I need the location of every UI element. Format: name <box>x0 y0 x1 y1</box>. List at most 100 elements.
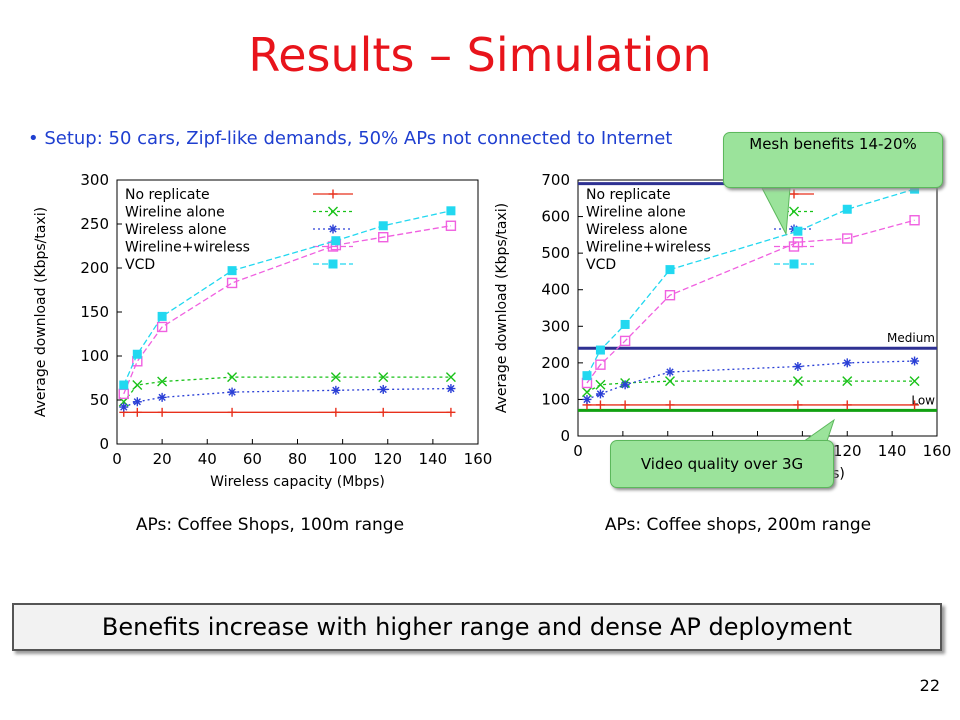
marker-shape <box>227 266 237 276</box>
data-point <box>664 376 675 387</box>
data-point <box>910 356 920 366</box>
marker-stroke <box>445 372 456 383</box>
page-number: 22 <box>919 676 940 695</box>
y-tick-label: 100 <box>80 347 109 365</box>
y-tick-label: 0 <box>99 435 109 453</box>
legend-label: Wireline+wireless <box>586 240 711 256</box>
marker-stroke <box>329 225 337 233</box>
marker-stroke <box>596 390 605 398</box>
data-point <box>132 349 142 359</box>
y-axis-label: Average download (Kbps/taxi) <box>494 203 510 413</box>
data-point <box>910 184 920 194</box>
caption: APs: Coffee Shops, 100m range <box>135 515 405 535</box>
y-tick-label: 700 <box>541 171 570 189</box>
marker-stroke <box>330 372 341 383</box>
marker-shape <box>226 277 238 289</box>
marker-stroke <box>328 206 338 217</box>
data-point <box>119 380 129 390</box>
marker-shape <box>378 221 388 231</box>
data-point <box>446 407 456 417</box>
x-tick-label: 120 <box>833 442 862 460</box>
data-point <box>595 379 606 390</box>
y-tick-label: 250 <box>80 215 109 233</box>
marker-stroke <box>379 385 387 394</box>
data-point <box>842 233 853 244</box>
data-point <box>789 259 799 269</box>
data-point <box>620 380 630 390</box>
marker-shape <box>789 259 799 269</box>
x-tick-label: 160 <box>464 450 493 468</box>
data-point <box>789 206 799 217</box>
data-point <box>446 384 456 394</box>
marker-stroke <box>909 376 920 387</box>
legend-label: Wireless alone <box>125 222 227 238</box>
marker-shape <box>156 321 168 333</box>
callout-text: Mesh benefits 14-20% <box>749 135 917 153</box>
data-point <box>581 387 592 398</box>
data-point <box>330 372 341 383</box>
data-point <box>842 376 853 387</box>
marker-stroke <box>794 362 802 371</box>
y-tick-label: 200 <box>80 259 109 277</box>
marker-shape <box>792 236 804 248</box>
marker-stroke <box>447 384 455 393</box>
marker-shape <box>157 311 167 321</box>
marker-stroke <box>666 368 674 376</box>
data-point <box>119 402 129 412</box>
data-point <box>227 407 237 417</box>
data-point <box>331 385 341 395</box>
marker-stroke <box>792 376 803 387</box>
marker-stroke <box>910 357 919 365</box>
data-point <box>446 206 456 216</box>
data-point <box>378 407 388 417</box>
y-tick-label: 300 <box>80 171 109 189</box>
data-point <box>157 311 167 321</box>
data-point <box>328 206 338 217</box>
data-point <box>226 277 238 289</box>
marker-stroke <box>581 387 592 398</box>
data-point <box>665 367 675 377</box>
x-tick-label: 160 <box>923 442 952 460</box>
legend-label: No replicate <box>125 187 210 203</box>
marker-shape <box>793 226 803 236</box>
x-tick-label: 40 <box>198 450 217 468</box>
marker-stroke <box>789 206 799 217</box>
marker-shape <box>378 231 389 243</box>
x-tick-label: 60 <box>243 450 262 468</box>
marker-shape <box>842 233 853 244</box>
data-point <box>582 371 592 381</box>
marker-shape <box>445 220 457 231</box>
data-point <box>842 400 852 410</box>
x-tick-label: 0 <box>112 450 122 468</box>
data-point <box>331 236 341 246</box>
data-point <box>665 265 675 275</box>
data-point <box>227 372 238 383</box>
data-point <box>378 372 389 383</box>
data-point <box>227 387 237 397</box>
marker-stroke <box>583 395 591 404</box>
reference-label: Low <box>911 393 935 407</box>
data-point <box>789 189 799 199</box>
y-tick-label: 500 <box>541 244 570 262</box>
marker-shape <box>446 206 456 216</box>
data-point <box>792 236 804 248</box>
data-point <box>595 389 605 399</box>
x-tick-label: 80 <box>288 450 307 468</box>
data-point <box>909 376 920 387</box>
x-tick-label: 140 <box>878 442 907 460</box>
marker-stroke <box>664 376 675 387</box>
series-line <box>586 219 915 384</box>
legend-label: Wireline alone <box>586 205 686 221</box>
y-tick-label: 600 <box>541 208 570 226</box>
marker-shape <box>665 265 675 275</box>
marker-stroke <box>595 379 606 390</box>
data-point <box>620 319 630 329</box>
conclusion: Benefits increase with higher range and … <box>12 603 942 651</box>
marker-shape <box>132 349 142 359</box>
data-point <box>909 215 920 226</box>
legend-label: VCD <box>125 257 155 273</box>
bullet-text: Setup: 50 cars, Zipf-like demands, 50% A… <box>44 128 673 149</box>
marker-stroke <box>227 372 238 383</box>
y-tick-label: 100 <box>541 390 570 408</box>
